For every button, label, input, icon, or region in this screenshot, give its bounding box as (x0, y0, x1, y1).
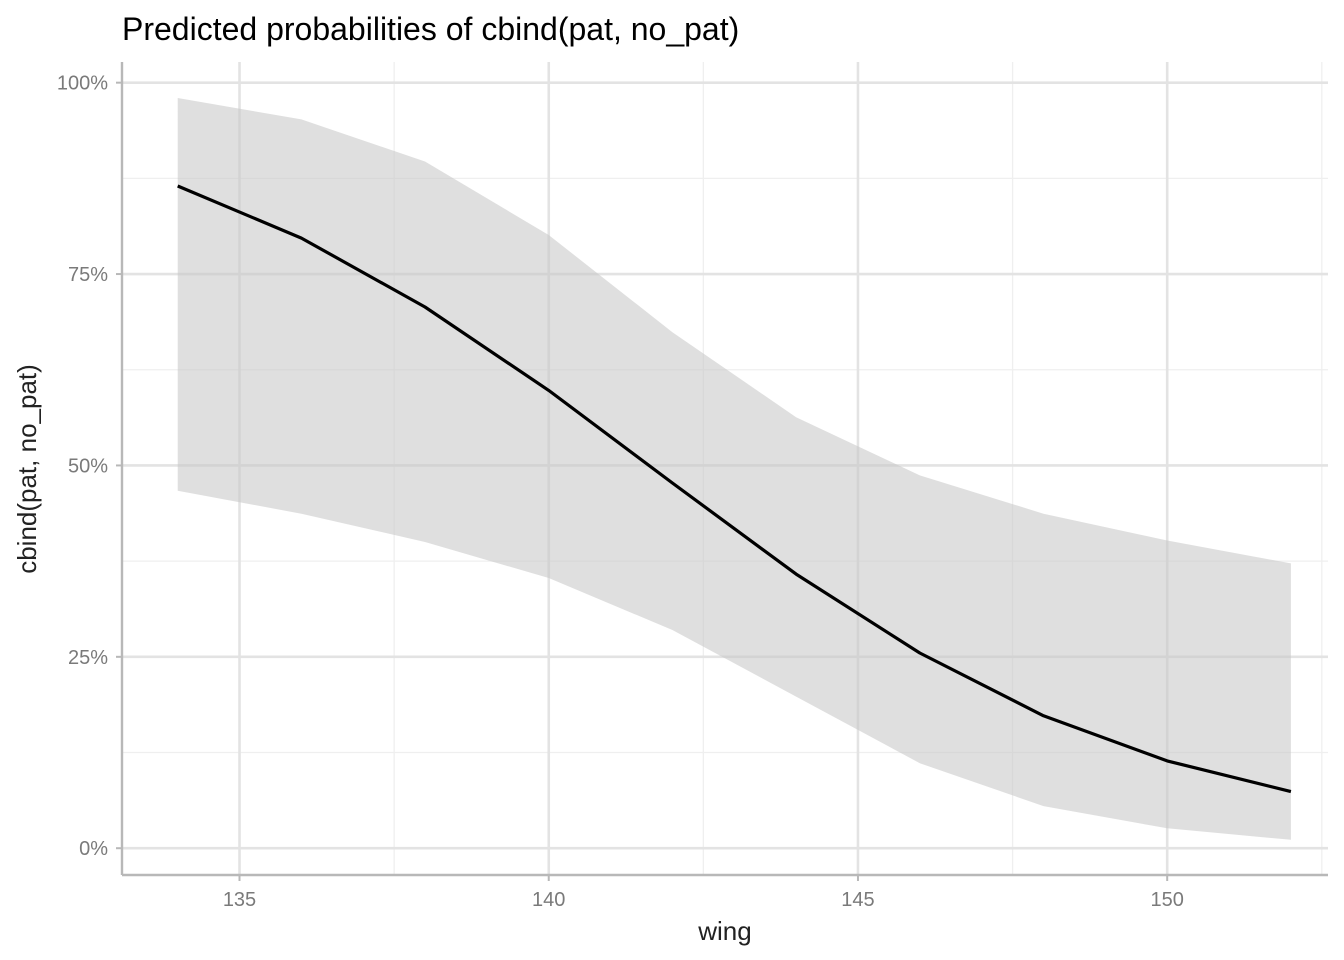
prediction-line-layer (177, 184, 1292, 794)
y-tick-label-4: 100% (57, 73, 108, 95)
confidence-band-layer (177, 98, 1291, 840)
x-axis-label: wing (697, 916, 751, 946)
tick-labels: 135 140 145 150 0% 25% 50% 75% 100% (57, 73, 1184, 911)
x-tick-label-2: 145 (841, 889, 874, 911)
y-tick-label-2: 50% (68, 455, 108, 477)
chart-title: Predicted probabilities of cbind(pat, no… (122, 11, 739, 47)
prediction-line (177, 184, 1292, 794)
y-axis-label: cbind(pat, no_pat) (12, 364, 42, 574)
axes (116, 62, 1328, 881)
x-tick-label-3: 150 (1151, 889, 1184, 911)
x-tick-label-0: 135 (223, 889, 256, 911)
x-tick-label-1: 140 (532, 889, 565, 911)
y-tick-label-0: 0% (79, 838, 108, 860)
y-tick-label-3: 75% (68, 264, 108, 286)
y-tick-label-1: 25% (68, 647, 108, 669)
confidence-band (177, 98, 1291, 840)
